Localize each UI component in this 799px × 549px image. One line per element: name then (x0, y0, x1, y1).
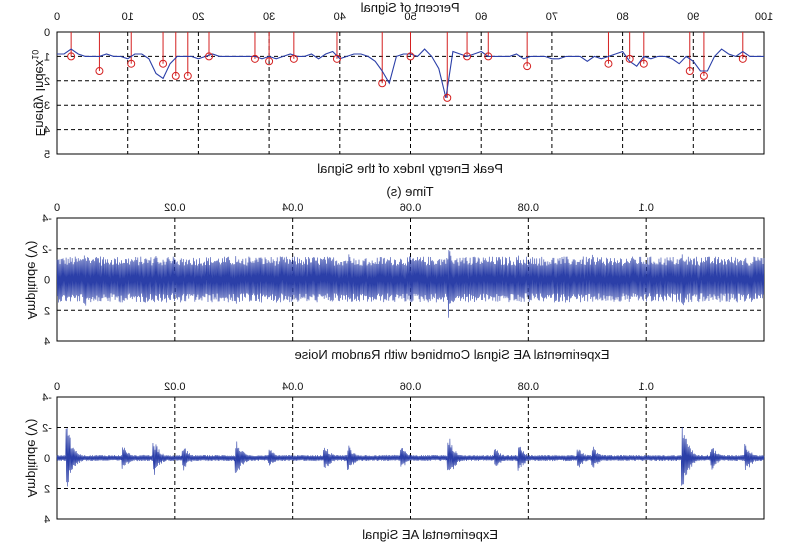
y-tick-label: 5 (44, 149, 50, 161)
peak-marker (443, 93, 452, 102)
ae-ylabel: Amplitude (V) (25, 419, 40, 498)
x-tick-label: 50 (404, 11, 416, 23)
noise-ylabel: Amplitude (V) (25, 241, 40, 320)
energy-series-line (57, 48, 764, 99)
peak-marker (95, 67, 104, 76)
energy-ylabel-group: Energy Index10 (30, 50, 48, 137)
y-tick-label: 4 (44, 514, 50, 526)
energy-ylabel: Energy Index (33, 59, 48, 136)
y-tick-label: 1 (44, 51, 50, 63)
x-tick-label: 90 (687, 11, 699, 23)
x-tick-label: 0 (54, 381, 60, 393)
peak-marker (625, 54, 634, 63)
x-tick-label: 30 (263, 11, 275, 23)
peak-marker (685, 67, 694, 76)
y-tick-label: -4 (42, 392, 52, 404)
noise-xlabel: Time (s) (386, 184, 433, 199)
energy-grid (57, 32, 764, 154)
peak-marker (265, 57, 274, 66)
y-tick-label: 2 (44, 484, 50, 496)
y-tick-label: 2 (44, 76, 50, 88)
y-tick-label: 0 (44, 453, 50, 465)
peak-marker (639, 59, 648, 68)
noise-ylabel-group: Amplitude (V) (25, 241, 40, 320)
peak-marker (332, 54, 341, 63)
x-tick-label: 80 (616, 11, 628, 23)
peak-marker (205, 52, 214, 61)
noise-title: Experimental AE Signal Combined with Ran… (294, 347, 609, 362)
x-tick-label: 60 (475, 11, 487, 23)
x-tick-label: 0.08 (518, 381, 539, 393)
energy-ylabel-sub: 10 (30, 50, 40, 60)
ae-tick-labels: 0 0.02 0.04 0.06 0.08 0.1 -4 -2 0 2 4 (42, 381, 654, 526)
y-tick-label: 2 (44, 305, 50, 317)
peak-marker (250, 54, 259, 63)
peak-marker (127, 59, 136, 68)
ae-series-line (56, 426, 765, 487)
peak-marker (67, 52, 76, 61)
x-tick-label: 20 (192, 11, 204, 23)
ae-panel: 0 0.02 0.04 0.06 0.08 0.1 -4 -2 0 2 4 Experimental… (25, 381, 765, 542)
noise-tick-labels: 0 0.02 0.04 0.06 0.08 0.1 -4 -2 0 2 4 (42, 202, 654, 348)
noise-panel: Time (s) 0 0.02 0.04 0.06 0.08 0.1 -4 -2 0 2 4 Exp… (25, 184, 765, 362)
peak-marker (738, 54, 747, 63)
x-tick-label: 0.04 (282, 202, 303, 214)
y-tick-label: 3 (44, 100, 50, 112)
y-tick-label: 4 (44, 125, 50, 137)
x-tick-label: 0 (54, 202, 60, 214)
peak-marker (463, 52, 472, 61)
svg-text:Energy Index10: Energy Index10 (30, 50, 48, 137)
x-tick-label: 0.02 (164, 202, 185, 214)
y-tick-label: 0 (44, 27, 50, 39)
y-tick-label: -2 (42, 423, 52, 435)
peak-marker (484, 52, 493, 61)
y-tick-label: -2 (42, 244, 52, 256)
peak-marker (604, 59, 613, 68)
peak-marker (171, 71, 180, 80)
x-tick-label: 0.06 (400, 381, 421, 393)
peak-marker (406, 52, 415, 61)
energy-peak-markers (67, 52, 747, 102)
ae-title: Experimental AE Signal (362, 527, 498, 542)
peak-marker (699, 71, 708, 80)
x-tick-label: 70 (546, 11, 558, 23)
x-tick-label: 0.04 (282, 381, 303, 393)
x-tick-label: 0.06 (400, 202, 421, 214)
energy-tick-labels: 0 10 20 30 40 50 60 70 80 90 100 0 1 2 3 4 5 (44, 11, 773, 161)
x-tick-label: 100 (755, 11, 773, 23)
x-tick-label: 0.1 (639, 202, 654, 214)
peak-marker (378, 79, 387, 88)
x-tick-label: 10 (122, 11, 134, 23)
x-tick-label: 0 (54, 11, 60, 23)
x-tick-label: 40 (334, 11, 346, 23)
ae-ylabel-group: Amplitude (V) (25, 419, 40, 498)
x-tick-label: 0.08 (518, 202, 539, 214)
peak-marker (523, 62, 532, 71)
peak-marker (159, 59, 168, 68)
y-tick-label: 4 (44, 336, 50, 348)
energy-xlabel: Percent of Signal (360, 0, 459, 15)
peak-marker (289, 54, 298, 63)
x-tick-label: 0.1 (639, 381, 654, 393)
energy-panel: 0 10 20 30 40 50 60 70 80 90 100 0 1 2 3 4 5 Percent of … (30, 0, 773, 176)
x-tick-label: 0.02 (164, 381, 185, 393)
noise-series-line (56, 250, 765, 318)
peak-marker (183, 71, 192, 80)
energy-title: Peak Energy Index of the Signal (317, 161, 503, 176)
y-tick-label: 0 (44, 275, 50, 287)
y-tick-label: -4 (42, 213, 52, 225)
